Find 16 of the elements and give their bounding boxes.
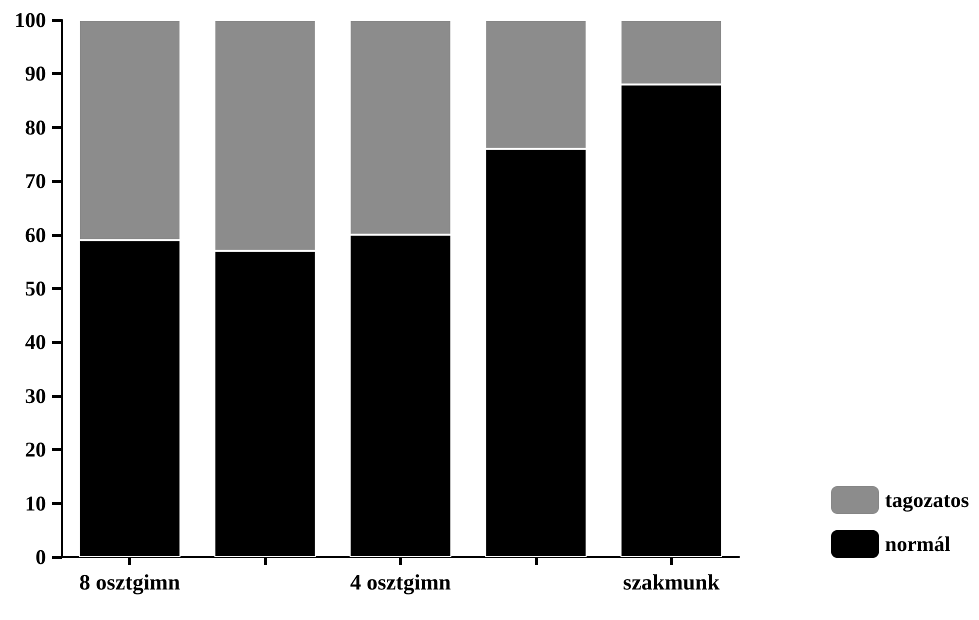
y-tick-label: 100 — [14, 8, 46, 32]
x-tick-label: 4 osztgimn — [350, 570, 451, 594]
y-tick-label: 40 — [25, 330, 46, 354]
y-tick-label: 0 — [36, 545, 46, 569]
y-tick-label: 20 — [25, 438, 46, 462]
y-tick-label: 60 — [25, 222, 46, 247]
y-tick-label: 90 — [25, 62, 46, 86]
y-tick-label: 50 — [25, 276, 46, 300]
legend-label: tagozatos — [885, 488, 970, 512]
x-tick-label: szakmunk — [623, 570, 720, 594]
legend-label: normál — [885, 532, 951, 556]
x-tick-label: 8 osztgimn — [79, 570, 180, 594]
y-tick-label: 70 — [25, 169, 46, 194]
y-tick-label: 10 — [25, 491, 46, 516]
y-tick-label: 30 — [25, 384, 46, 408]
y-tick-label: 80 — [25, 115, 46, 140]
